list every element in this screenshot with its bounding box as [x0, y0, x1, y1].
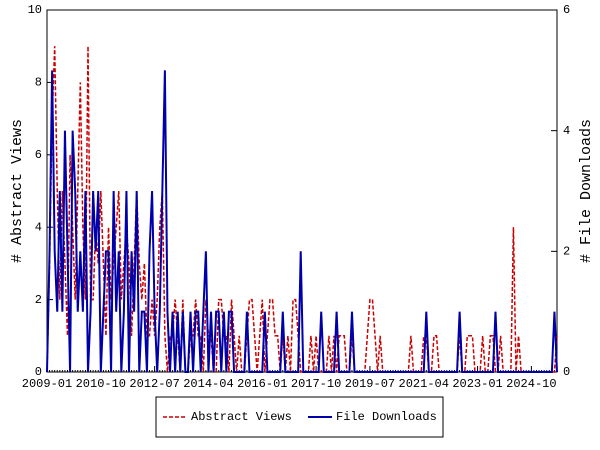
y-tick-label: 6 [35, 148, 42, 162]
y-tick-label: 8 [35, 76, 42, 90]
x-tick-label: 2019-07 [345, 377, 395, 391]
y2-tick-label: 4 [563, 124, 570, 138]
x-tick-label: 2016-01 [237, 377, 287, 391]
x-tick-label: 2010-10 [76, 377, 126, 391]
y-tick-label: 2 [35, 293, 42, 307]
y-axis-title: # Abstract Views [9, 119, 26, 263]
series-line [46, 70, 558, 373]
x-tick-label: 2021-04 [399, 377, 449, 391]
y-tick-label: 4 [35, 220, 42, 234]
y2-tick-label: 6 [563, 3, 570, 17]
y2-tick-label: 0 [563, 365, 570, 379]
x-tick-label: 2014-04 [183, 377, 233, 391]
legend-label: Abstract Views [191, 410, 292, 424]
y2-axis-title: # File Downloads [578, 119, 595, 263]
legend-label: File Downloads [336, 410, 437, 424]
y-tick-label: 0 [35, 365, 42, 379]
series-line [46, 46, 558, 373]
x-tick-label: 2023-01 [452, 377, 502, 391]
x-tick-label: 2012-07 [129, 377, 179, 391]
legend [155, 396, 444, 438]
x-tick-label: 2009-01 [22, 377, 72, 391]
y2-tick-label: 2 [563, 245, 570, 259]
x-tick-label: 2024-10 [506, 377, 556, 391]
y-tick-label: 10 [28, 3, 42, 17]
x-tick-label: 2017-10 [291, 377, 341, 391]
